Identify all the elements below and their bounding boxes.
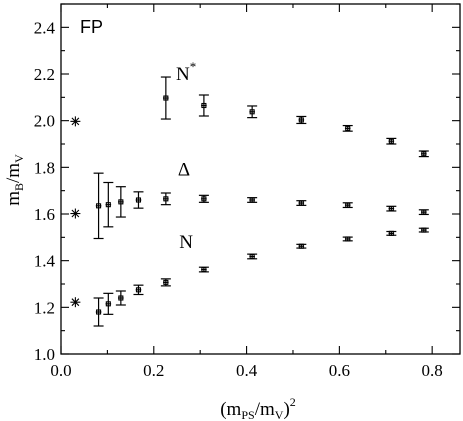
data-point — [198, 94, 209, 117]
series-0 — [93, 227, 429, 327]
panel-label: FP — [80, 17, 103, 37]
data-point — [296, 243, 307, 249]
point-marker — [298, 243, 304, 249]
asterisk-point — [70, 116, 81, 127]
data-point — [296, 200, 307, 206]
point-marker — [421, 209, 427, 215]
data-point — [342, 236, 353, 242]
y-axis-label: mB/mV — [3, 154, 26, 206]
y-tick-label: 1.6 — [34, 205, 55, 224]
series-1 — [93, 172, 429, 240]
x-tick-label: 0.2 — [143, 361, 164, 380]
data-point — [386, 205, 397, 212]
point-marker — [388, 230, 394, 236]
series-label: N* — [176, 59, 196, 85]
data-point — [342, 124, 353, 132]
data-point — [247, 253, 258, 260]
point-marker — [105, 301, 111, 307]
axes: 0.0 0.2 0.4 0.6 0.8 1.0 1.2 1.4 1.6 1.8 2.0 2.2 2.4 — [34, 3, 461, 380]
data-point — [386, 137, 397, 145]
x-tick-label: 0.0 — [50, 361, 71, 380]
point-marker — [298, 117, 304, 123]
point-marker — [249, 109, 255, 115]
plot-frame — [60, 3, 461, 355]
x-tick-label: 0.6 — [329, 361, 350, 380]
x-tick-label: 0.4 — [236, 361, 258, 380]
point-marker — [163, 95, 169, 101]
point-marker — [118, 295, 124, 301]
y-tick-label: 2.4 — [34, 18, 56, 37]
data-point — [160, 192, 171, 206]
data-point — [133, 191, 144, 209]
data-point — [115, 186, 126, 218]
data-point — [93, 297, 104, 327]
y-tick-label: 1.0 — [34, 345, 55, 364]
data-point — [386, 230, 397, 236]
point-marker — [298, 200, 304, 206]
data-point — [160, 278, 171, 287]
data-point — [133, 284, 144, 296]
asterisk-point — [70, 297, 81, 308]
series-label: Δ — [178, 160, 190, 181]
series-2 — [160, 76, 429, 158]
point-marker — [388, 206, 394, 212]
data-point — [418, 150, 429, 158]
point-marker — [135, 287, 142, 293]
data-point — [103, 181, 114, 228]
data-point — [93, 172, 104, 240]
point-marker — [249, 197, 255, 203]
data-point — [115, 290, 126, 306]
point-marker — [201, 102, 207, 109]
data-point — [160, 76, 171, 120]
point-marker — [118, 199, 124, 205]
point-marker — [345, 236, 351, 242]
point-marker — [96, 203, 102, 209]
labels: FP (mPS/mV)2 mB/mV N Δ N* — [3, 17, 296, 421]
point-marker — [388, 138, 394, 144]
point-marker — [135, 197, 142, 203]
point-marker — [345, 125, 351, 131]
point-marker — [105, 202, 111, 208]
point-marker — [201, 266, 207, 273]
data-point — [247, 105, 258, 119]
data-point — [198, 266, 209, 273]
data-point — [247, 197, 258, 203]
data-point — [103, 292, 114, 315]
y-tick-label: 1.2 — [34, 298, 55, 317]
point-marker — [421, 151, 427, 157]
asterisk-point — [70, 208, 81, 219]
x-tick-label: 0.8 — [422, 361, 443, 380]
point-marker — [345, 202, 351, 208]
y-tick-label: 2.2 — [34, 65, 55, 84]
y-tick-label: 1.4 — [34, 252, 56, 271]
data-point — [342, 202, 353, 209]
x-axis-label: (mPS/mV)2 — [220, 395, 296, 421]
data-point — [296, 115, 307, 125]
data-point — [418, 227, 429, 233]
y-tick-label: 2.0 — [34, 112, 55, 131]
data-marks — [70, 76, 429, 327]
y-tick-label: 1.8 — [34, 158, 55, 177]
point-marker — [163, 279, 169, 285]
asterisk-series — [70, 116, 81, 308]
data-point — [198, 194, 209, 203]
data-point — [418, 209, 429, 216]
point-marker — [163, 196, 169, 202]
point-marker — [201, 196, 207, 202]
series-label: N — [179, 232, 193, 253]
point-marker — [421, 227, 427, 233]
point-marker — [96, 309, 102, 315]
point-marker — [249, 253, 255, 260]
